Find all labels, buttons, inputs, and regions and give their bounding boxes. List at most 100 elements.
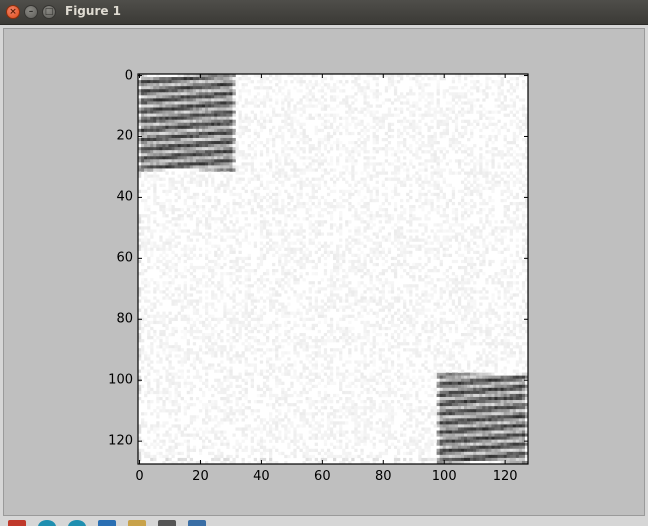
heatmap-cell [351, 192, 355, 197]
heatmap-cell [412, 153, 416, 157]
heatmap-cell [159, 247, 163, 251]
heatmap-cell [141, 198, 145, 203]
heatmap-cell [476, 211, 480, 215]
heatmap-cell [442, 241, 446, 245]
heatmap-cell [159, 110, 163, 114]
heatmap-cell [415, 217, 419, 221]
heatmap-cell [421, 113, 425, 117]
heatmap-cell [250, 119, 254, 123]
heatmap-cell [457, 92, 462, 96]
heatmap-cell [433, 134, 437, 139]
heatmap-cell [281, 119, 285, 123]
heatmap-cell [192, 119, 197, 124]
heatmap-cell [515, 244, 520, 248]
heatmap-cell [305, 92, 309, 96]
heatmap-cell [354, 92, 358, 96]
heatmap-cell [150, 137, 154, 142]
heatmap-cell [284, 174, 288, 178]
heatmap-cell [308, 156, 312, 160]
heatmap-cell [156, 98, 160, 102]
heatmap-cell [299, 229, 303, 233]
heatmap-cell [180, 110, 185, 114]
heatmap-cell [275, 98, 279, 102]
heatmap-cell [165, 83, 169, 87]
heatmap-cell [345, 150, 349, 154]
heatmap-cell [336, 141, 340, 145]
heatmap-cell [464, 378, 468, 383]
heatmap-cell [162, 250, 166, 254]
heatmap-cell [141, 229, 145, 233]
heatmap-cell [518, 98, 523, 102]
heatmap-cell [339, 205, 343, 209]
heatmap-cell [524, 436, 529, 440]
heatmap-cell [342, 98, 346, 102]
heatmap-cell [445, 131, 449, 136]
heatmap-cell [479, 134, 483, 139]
heatmap-cell [521, 424, 526, 428]
heatmap-cell [451, 92, 456, 96]
heatmap-cell [454, 418, 459, 422]
heatmap-cell [396, 80, 401, 84]
heatmap-cell [293, 128, 297, 133]
heatmap-cell [418, 205, 422, 209]
heatmap-cell [518, 460, 523, 465]
heatmap-cell [226, 131, 230, 136]
heatmap-cell [186, 144, 191, 148]
heatmap-cell [521, 217, 526, 221]
heatmap-cell [336, 247, 340, 251]
heatmap-cell [195, 77, 200, 81]
heatmap-cell [326, 186, 331, 190]
heatmap-cell [509, 201, 513, 206]
heatmap-cell [168, 162, 172, 166]
heatmap-cell [467, 174, 471, 178]
heatmap-cell [375, 92, 379, 96]
heatmap-cell [372, 174, 376, 178]
heatmap-cell [427, 101, 431, 105]
heatmap-cell [470, 375, 474, 379]
heatmap-cell [153, 74, 157, 78]
heatmap-cell [141, 226, 145, 230]
heatmap-cell [454, 232, 459, 236]
heatmap-cell [430, 125, 434, 130]
heatmap-cell [512, 119, 517, 123]
heatmap-cell [357, 256, 361, 261]
heatmap-cell [247, 101, 251, 105]
heatmap-cell [512, 89, 517, 93]
heatmap-cell [515, 427, 520, 431]
minimize-window-button[interactable]: – [24, 5, 38, 19]
heatmap-cell [454, 122, 459, 126]
heatmap-cell [351, 101, 355, 105]
close-window-button[interactable]: × [6, 5, 20, 19]
heatmap-cell [491, 451, 495, 456]
heatmap-cell [323, 125, 328, 130]
heatmap-cell [290, 174, 294, 178]
heatmap-cell [515, 192, 520, 197]
heatmap-cell [186, 137, 191, 142]
heatmap-cell [174, 83, 178, 87]
heatmap-cell [253, 174, 258, 178]
heatmap-cell [244, 77, 248, 81]
heatmap-cell [208, 223, 212, 227]
heatmap-cell [491, 189, 495, 194]
heatmap-cell [317, 256, 322, 261]
heatmap-cell [476, 89, 480, 93]
heatmap-cell [521, 451, 526, 456]
heatmap-cell [235, 192, 239, 197]
heatmap-cell [482, 113, 486, 117]
heatmap-cell [244, 168, 248, 172]
heatmap-cell [320, 101, 325, 105]
heatmap-cell [141, 214, 145, 218]
heatmap-cell [375, 134, 379, 139]
heatmap-cell [253, 195, 258, 200]
heatmap-cell [482, 208, 486, 212]
heatmap-cell [506, 387, 511, 392]
heatmap-cell [464, 430, 468, 434]
heatmap-cell [250, 177, 254, 181]
heatmap-cell [512, 150, 517, 154]
heatmap-cell [467, 153, 471, 157]
heatmap-cell [150, 174, 154, 178]
heatmap-cell [287, 208, 291, 212]
heatmap-cell [518, 375, 523, 379]
heatmap-cell [211, 205, 215, 209]
maximize-window-button[interactable]: □ [42, 5, 56, 19]
